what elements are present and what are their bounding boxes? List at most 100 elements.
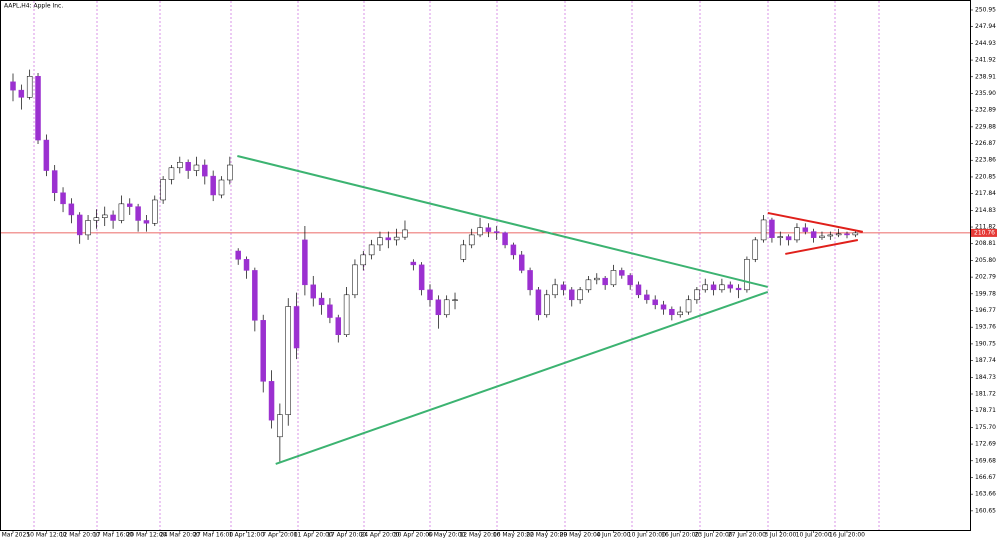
candle-body xyxy=(802,227,809,232)
candle-body xyxy=(185,161,191,171)
y-tick-label: 166.67 xyxy=(975,474,996,481)
candle-body xyxy=(368,244,375,256)
candle-body xyxy=(610,270,617,286)
candle-body xyxy=(769,219,775,238)
candle-body xyxy=(393,236,400,241)
x-tick-label: 12 May 20:00 xyxy=(459,532,500,539)
candle-body xyxy=(343,294,350,336)
candle-body xyxy=(43,139,50,171)
x-tick-label: 12 Mar 20:00 xyxy=(60,532,100,539)
candle-body xyxy=(452,299,458,301)
candle-body xyxy=(227,164,233,181)
y-tick-label: 193.76 xyxy=(975,324,996,331)
candle-body xyxy=(210,175,216,196)
y-tick-label: 196.77 xyxy=(975,307,996,314)
candle-body xyxy=(727,284,733,289)
candle-body xyxy=(594,277,600,281)
y-tick-label: 208.81 xyxy=(975,240,996,247)
candle-body xyxy=(460,244,467,260)
candle-body xyxy=(427,289,433,301)
candle-body xyxy=(360,254,367,266)
candle-body xyxy=(777,236,784,238)
y-tick-label: 205.80 xyxy=(975,257,996,264)
candle-body xyxy=(293,306,300,349)
candle-body xyxy=(810,231,817,238)
candle-body xyxy=(602,277,608,286)
candle-body xyxy=(635,284,642,296)
y-tick-label: 199.78 xyxy=(975,290,996,297)
y-tick-label: 214.83 xyxy=(975,207,996,214)
candle-body xyxy=(26,76,33,98)
y-tick-label: 241.92 xyxy=(975,57,996,64)
candle-body xyxy=(794,227,800,241)
y-tick-label: 232.89 xyxy=(975,107,996,114)
candle-body xyxy=(627,275,633,286)
candle-body xyxy=(35,76,41,141)
x-tick-label: 29 May 20:00 xyxy=(560,532,601,539)
candle-body xyxy=(177,161,183,169)
candle-body xyxy=(418,264,425,291)
candle-body xyxy=(118,203,125,221)
x-tick-label: 6 May 20:00 xyxy=(428,532,466,539)
candle-body xyxy=(552,284,558,296)
candle-body xyxy=(669,308,675,316)
candle-body xyxy=(85,220,91,236)
candle-body xyxy=(710,284,717,291)
y-tick-label: 181.72 xyxy=(975,390,996,397)
candle-body xyxy=(585,279,592,291)
candle-body xyxy=(844,233,850,236)
candle-body xyxy=(352,264,358,296)
x-tick-label: 24 Mar 20:00 xyxy=(160,532,200,539)
x-tick-label: 20 Mar 12:00 xyxy=(126,532,166,539)
x-tick-label: 27 Mar 16:00 xyxy=(193,532,233,539)
candle-body xyxy=(318,297,325,306)
candle-body xyxy=(577,289,583,301)
candle-body xyxy=(76,214,83,236)
trendline xyxy=(785,238,859,255)
x-tick-label: 1 Apr 12:00 xyxy=(229,532,264,539)
trendline xyxy=(767,211,864,233)
candle-body xyxy=(260,320,266,382)
y-tick-label: 226.87 xyxy=(975,140,996,147)
x-tick-label: 17 Mar 16:00 xyxy=(93,532,133,539)
candle-body xyxy=(468,234,475,246)
x-tick-label: 30 Apr 20:00 xyxy=(394,532,433,539)
candle-body xyxy=(310,284,316,299)
candle-body xyxy=(10,81,16,91)
candle-body xyxy=(544,294,550,316)
candle-body xyxy=(510,244,517,256)
x-tick-label: 23 Jun 20:00 xyxy=(694,532,732,539)
candle-body xyxy=(160,179,166,201)
candle-body xyxy=(560,284,567,291)
candle-body xyxy=(51,170,58,194)
candle-body xyxy=(385,237,392,241)
y-tick-label: 178.71 xyxy=(975,407,996,414)
candle-body xyxy=(143,220,150,224)
candle-body xyxy=(435,299,442,316)
candle-body xyxy=(819,235,825,238)
candle-body xyxy=(335,317,342,336)
candle-body xyxy=(377,237,383,246)
chart-title: AAPL,H4: Apple Inc. xyxy=(4,3,63,10)
candle-body xyxy=(652,299,658,306)
y-tick-label: 184.73 xyxy=(975,374,996,381)
x-tick-label: 16 May 20:00 xyxy=(493,532,534,539)
candle-body xyxy=(18,89,25,98)
candle-body xyxy=(402,229,408,238)
candle-body xyxy=(502,232,508,246)
x-tick-label: 17 Apr 20:00 xyxy=(327,532,366,539)
x-tick-label: 16 Jun 20:00 xyxy=(661,532,699,539)
y-tick-label: 244.93 xyxy=(975,40,996,47)
candle-body xyxy=(410,261,417,266)
candle-body xyxy=(152,199,158,224)
trendline xyxy=(237,155,769,288)
y-tick-label: 175.70 xyxy=(975,424,996,431)
candle-body xyxy=(702,284,708,291)
candle-body xyxy=(485,227,492,232)
y-tick-label: 202.79 xyxy=(975,274,996,281)
candle-body xyxy=(218,179,225,196)
x-tick-label: 16 Jul 20:00 xyxy=(829,532,865,539)
candle-body xyxy=(518,254,525,271)
candle-body xyxy=(660,304,667,310)
y-tick-label: 238.91 xyxy=(975,73,996,80)
